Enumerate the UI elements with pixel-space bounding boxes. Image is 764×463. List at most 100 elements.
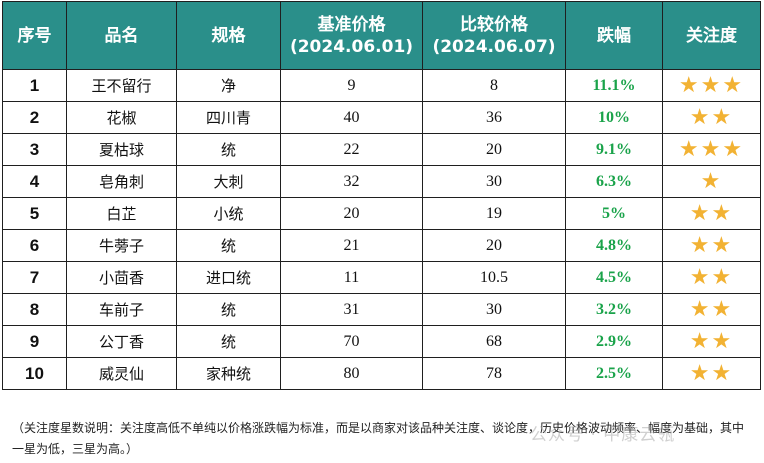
- table-row: 3 夏枯球统 22 20 9.1% ★★★: [2, 133, 761, 166]
- table-row: 4 皂角刺 大刺 32 30 6.3% ★: [2, 165, 761, 198]
- star-icon: ★: [711, 105, 734, 130]
- cell-attention: ★★: [662, 261, 761, 294]
- star-icon: ★: [711, 201, 734, 226]
- table-body: 1 王不留行净 9 8 11.1% ★★★ 2 花椒 四川青 40 36 10% ★★ 3 夏枯球统 22…: [2, 69, 761, 390]
- cell-attention: ★★★: [662, 69, 761, 102]
- cell-name: 花椒: [66, 101, 177, 134]
- header-attention: 关注度: [662, 1, 761, 70]
- cell-change: 2.9%: [565, 325, 663, 358]
- star-icon: ★: [689, 265, 712, 290]
- header-base-price: 基准价格 (2024.06.01): [280, 1, 423, 70]
- star-icon: ★: [689, 297, 712, 322]
- table-row: 5 白芷 小统 20 19 5% ★★: [2, 197, 761, 230]
- cell-index: 1: [2, 69, 67, 102]
- cell-attention: ★★: [662, 197, 761, 230]
- cell-spec: 四川青: [176, 101, 281, 134]
- header-spec: 规格: [176, 1, 281, 70]
- star-icon: ★: [700, 137, 723, 162]
- cell-compare-price: 68: [422, 325, 566, 358]
- cell-index: 9: [2, 325, 67, 358]
- cell-index: 6: [2, 229, 67, 262]
- cell-change: 11.1%: [565, 69, 663, 102]
- cell-attention: ★★★: [662, 133, 761, 166]
- star-icon: ★: [711, 297, 734, 322]
- cell-index: 8: [2, 293, 67, 326]
- cell-compare-price: 78: [422, 357, 566, 390]
- cell-attention: ★★: [662, 325, 761, 358]
- star-icon: ★: [711, 361, 734, 386]
- star-icon: ★: [700, 73, 723, 98]
- cell-index: 4: [2, 165, 67, 198]
- cell-attention: ★★: [662, 357, 761, 390]
- cell-name: 王不留行: [66, 69, 177, 102]
- cell-compare-price: 10.5: [422, 261, 566, 294]
- cell-name: 小茴香: [66, 261, 177, 294]
- table-header-row: 序号 品名 规格 基准价格 (2024.06.01) 比较价格 (2024.06…: [2, 1, 761, 70]
- watermark: 公众号 · 中康云瓴: [530, 425, 676, 445]
- cell-compare-price: 20: [422, 133, 566, 166]
- cell-compare-price: 36: [422, 101, 566, 134]
- cell-name: 皂角刺: [66, 165, 177, 198]
- cell-index: 3: [2, 133, 67, 166]
- cell-change: 3.2%: [565, 293, 663, 326]
- cell-spec: 净: [176, 69, 281, 102]
- cell-base-price: 21: [280, 229, 423, 262]
- header-base-price-label: 基准价格 (2024.06.01): [289, 14, 414, 57]
- star-icon: ★: [678, 137, 701, 162]
- star-icon: ★: [678, 73, 701, 98]
- cell-name: 牛蒡子: [66, 229, 177, 262]
- header-compare-price-label: 比较价格 (2024.06.07): [432, 14, 556, 57]
- price-table-container: 序号 品名 规格 基准价格 (2024.06.01) 比较价格 (2024.06…: [2, 1, 762, 390]
- cell-spec: 大刺: [176, 165, 281, 198]
- cell-base-price: 40: [280, 101, 423, 134]
- star-icon: ★: [711, 233, 734, 258]
- cell-spec: 进口统: [176, 261, 281, 294]
- cell-change: 9.1%: [565, 133, 663, 166]
- cell-base-price: 11: [280, 261, 423, 294]
- header-index: 序号: [2, 1, 67, 70]
- cell-name: 威灵仙: [66, 357, 177, 390]
- cell-change: 6.3%: [565, 165, 663, 198]
- price-decline-table: 序号 品名 规格 基准价格 (2024.06.01) 比较价格 (2024.06…: [2, 1, 761, 390]
- header-compare-price: 比较价格 (2024.06.07): [422, 1, 566, 70]
- star-icon: ★: [711, 265, 734, 290]
- star-icon: ★: [689, 233, 712, 258]
- cell-spec: 统: [176, 133, 281, 166]
- table-row: 8 车前子统 31 30 3.2% ★★: [2, 293, 761, 326]
- cell-change: 4.5%: [565, 261, 663, 294]
- cell-spec: 统: [176, 229, 281, 262]
- cell-index: 5: [2, 197, 67, 230]
- cell-compare-price: 30: [422, 293, 566, 326]
- cell-base-price: 22: [280, 133, 423, 166]
- cell-attention: ★★: [662, 101, 761, 134]
- cell-attention: ★★: [662, 293, 761, 326]
- cell-index: 10: [2, 357, 67, 390]
- star-icon: ★: [700, 169, 723, 194]
- cell-index: 2: [2, 101, 67, 134]
- table-row: 6 牛蒡子统 21 20 4.8% ★★: [2, 229, 761, 262]
- header-name: 品名: [66, 1, 177, 70]
- cell-name: 公丁香: [66, 325, 177, 358]
- attention-note: （关注度星数说明：关注度高低不单纯以价格涨跌幅为标准，而是以商家对该品种关注度、…: [12, 421, 745, 456]
- cell-compare-price: 8: [422, 69, 566, 102]
- table-row: 1 王不留行净 9 8 11.1% ★★★: [2, 69, 761, 102]
- cell-name: 白芷: [66, 197, 177, 230]
- header-change: 跌幅: [565, 1, 663, 70]
- cell-base-price: 70: [280, 325, 423, 358]
- cell-compare-price: 20: [422, 229, 566, 262]
- cell-change: 5%: [565, 197, 663, 230]
- table-row: 9 公丁香统 70 68 2.9% ★★: [2, 325, 761, 358]
- cell-name: 车前子: [66, 293, 177, 326]
- cell-compare-price: 30: [422, 165, 566, 198]
- cell-compare-price: 19: [422, 197, 566, 230]
- cell-spec: 家种统: [176, 357, 281, 390]
- cell-base-price: 20: [280, 197, 423, 230]
- cell-base-price: 9: [280, 69, 423, 102]
- cell-base-price: 80: [280, 357, 423, 390]
- cell-spec: 统: [176, 293, 281, 326]
- star-icon: ★: [722, 137, 745, 162]
- star-icon: ★: [689, 105, 712, 130]
- cell-index: 7: [2, 261, 67, 294]
- cell-spec: 小统: [176, 197, 281, 230]
- star-icon: ★: [689, 329, 712, 354]
